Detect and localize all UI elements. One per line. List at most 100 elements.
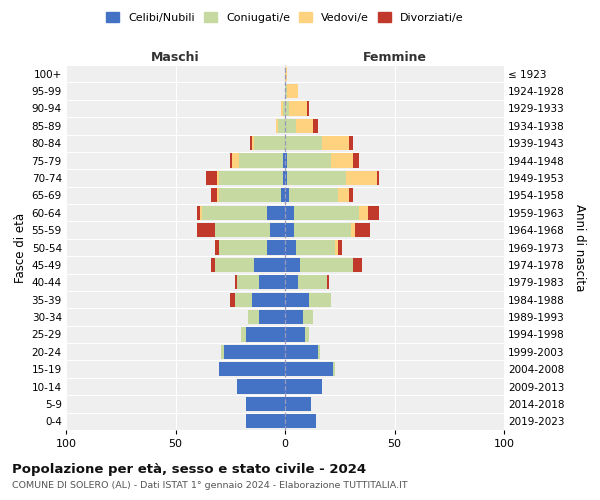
Bar: [224, 344, 285, 359]
Text: COMUNE DI SOLERO (AL) - Dati ISTAT 1° gennaio 2024 - Elaborazione TUTTITALIA.IT: COMUNE DI SOLERO (AL) - Dati ISTAT 1° ge…: [12, 481, 407, 490]
Bar: [285, 136, 322, 150]
Bar: [245, 414, 285, 428]
Bar: [287, 154, 331, 168]
Bar: [285, 171, 287, 185]
Bar: [296, 240, 335, 254]
Bar: [285, 258, 301, 272]
Bar: [353, 154, 359, 168]
Bar: [217, 188, 220, 202]
Bar: [333, 362, 335, 376]
Bar: [285, 414, 316, 428]
Bar: [287, 84, 298, 98]
Bar: [206, 171, 217, 185]
Bar: [331, 154, 353, 168]
Bar: [197, 206, 200, 220]
Legend: Celibi/Nubili, Coniugati/e, Vedovi/e, Divorziati/e: Celibi/Nubili, Coniugati/e, Vedovi/e, Di…: [103, 8, 467, 26]
Bar: [259, 310, 285, 324]
Bar: [217, 171, 220, 185]
Bar: [237, 380, 285, 394]
Bar: [318, 344, 320, 359]
Bar: [241, 328, 245, 342]
Bar: [215, 223, 269, 237]
Bar: [254, 258, 285, 272]
Bar: [221, 344, 224, 359]
Bar: [338, 188, 349, 202]
Bar: [285, 154, 287, 168]
Bar: [285, 240, 296, 254]
Bar: [245, 397, 285, 411]
Bar: [220, 362, 285, 376]
Bar: [285, 275, 298, 289]
Text: Femmine: Femmine: [362, 51, 427, 64]
Bar: [285, 328, 305, 342]
Bar: [268, 206, 285, 220]
Bar: [235, 292, 252, 307]
Bar: [202, 206, 268, 220]
Bar: [285, 397, 311, 411]
Bar: [285, 102, 289, 116]
Bar: [245, 328, 285, 342]
Bar: [285, 66, 287, 81]
Bar: [285, 206, 294, 220]
Bar: [283, 102, 285, 116]
Bar: [287, 171, 346, 185]
Bar: [307, 102, 309, 116]
Bar: [353, 258, 362, 272]
Bar: [285, 223, 294, 237]
Bar: [211, 258, 215, 272]
Bar: [285, 84, 287, 98]
Bar: [278, 118, 285, 133]
Bar: [283, 171, 285, 185]
Text: Maschi: Maschi: [151, 51, 200, 64]
Bar: [285, 118, 296, 133]
Bar: [368, 206, 379, 220]
Bar: [359, 206, 368, 220]
Bar: [346, 171, 377, 185]
Bar: [335, 240, 338, 254]
Bar: [239, 154, 283, 168]
Bar: [355, 223, 370, 237]
Bar: [211, 188, 217, 202]
Bar: [197, 223, 215, 237]
Bar: [250, 136, 252, 150]
Bar: [252, 292, 285, 307]
Bar: [254, 136, 285, 150]
Bar: [301, 258, 353, 272]
Y-axis label: Fasce di età: Fasce di età: [14, 212, 28, 282]
Bar: [285, 362, 333, 376]
Bar: [235, 275, 237, 289]
Y-axis label: Anni di nascita: Anni di nascita: [573, 204, 586, 291]
Bar: [377, 171, 379, 185]
Bar: [285, 344, 318, 359]
Bar: [294, 223, 350, 237]
Bar: [237, 275, 259, 289]
Bar: [269, 223, 285, 237]
Bar: [200, 206, 202, 220]
Bar: [302, 310, 313, 324]
Bar: [230, 292, 235, 307]
Bar: [294, 206, 359, 220]
Bar: [283, 154, 285, 168]
Bar: [232, 154, 239, 168]
Bar: [259, 275, 285, 289]
Bar: [349, 188, 353, 202]
Bar: [215, 240, 220, 254]
Bar: [313, 118, 318, 133]
Bar: [326, 275, 329, 289]
Bar: [285, 188, 289, 202]
Bar: [220, 188, 281, 202]
Bar: [252, 136, 254, 150]
Bar: [285, 292, 309, 307]
Bar: [322, 136, 349, 150]
Bar: [289, 188, 338, 202]
Bar: [268, 240, 285, 254]
Bar: [349, 136, 353, 150]
Bar: [248, 310, 259, 324]
Bar: [309, 292, 331, 307]
Bar: [220, 171, 283, 185]
Bar: [281, 102, 283, 116]
Bar: [220, 240, 268, 254]
Bar: [285, 310, 302, 324]
Bar: [338, 240, 342, 254]
Bar: [289, 102, 307, 116]
